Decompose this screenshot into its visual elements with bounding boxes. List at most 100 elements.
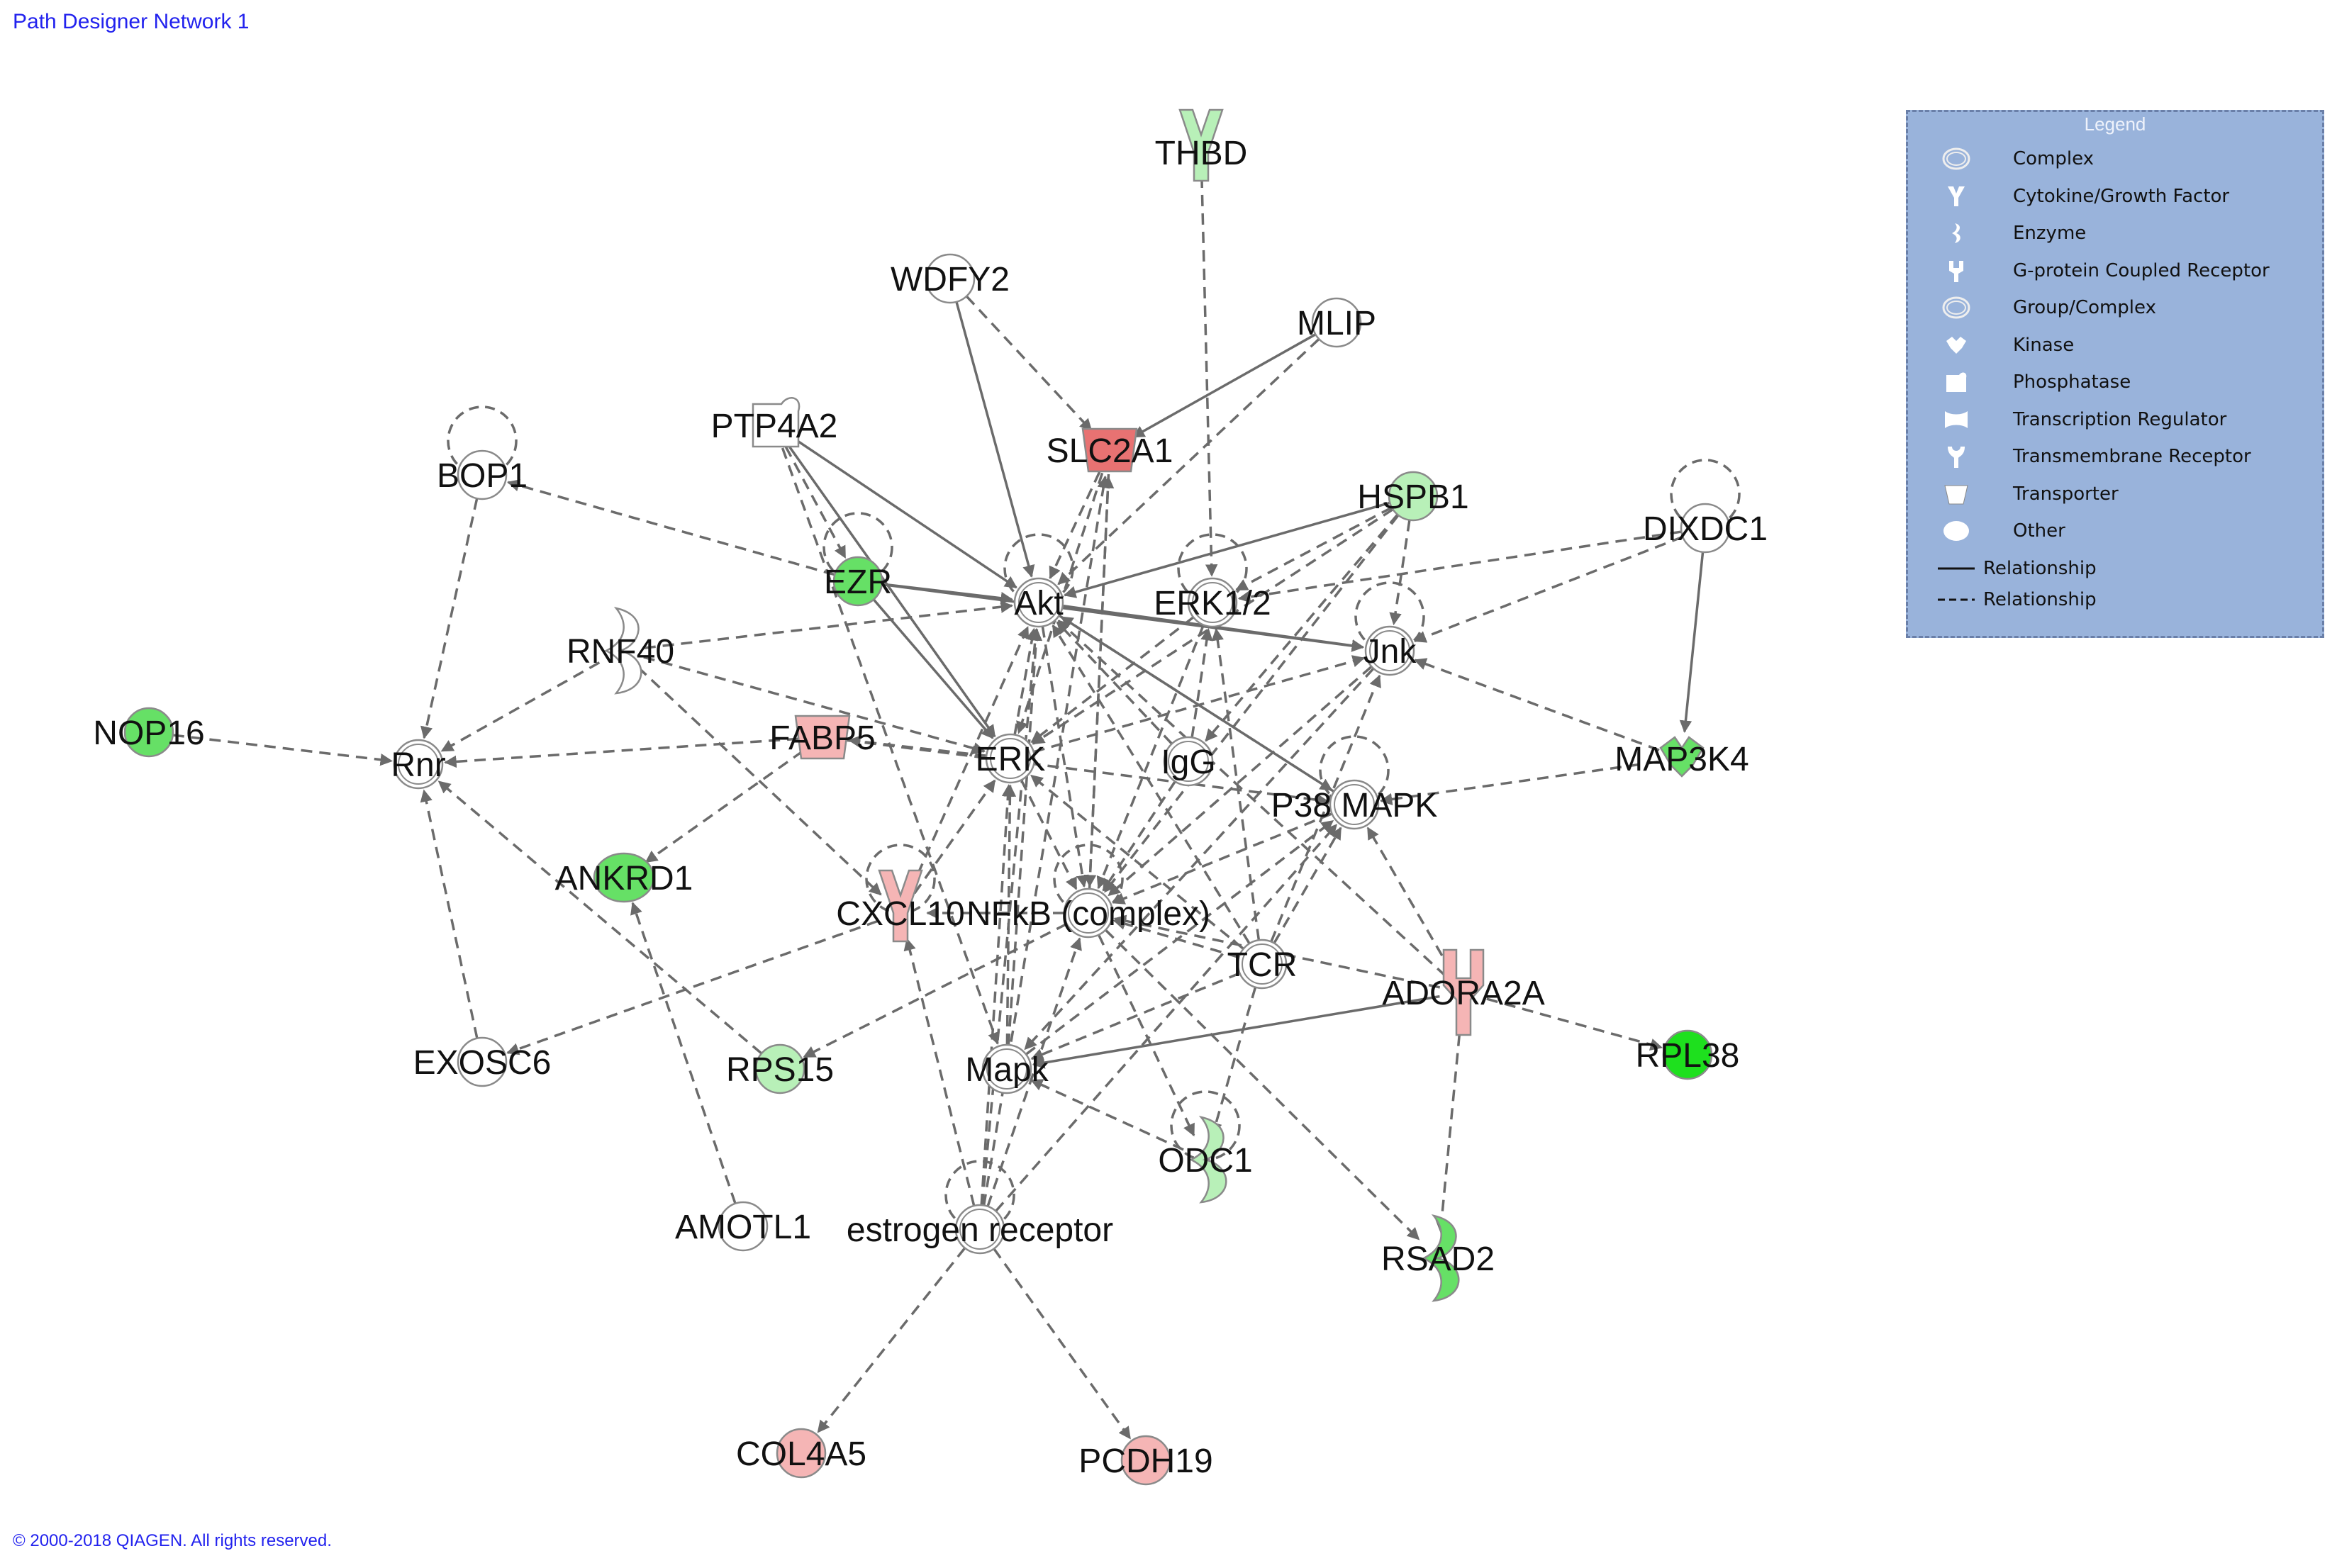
- node-ptp4a2[interactable]: PTP4A2: [711, 397, 838, 448]
- node-p38mapk[interactable]: P38 MAPK: [1271, 779, 1438, 830]
- node-ezr[interactable]: EZR: [824, 556, 892, 607]
- node-label: WDFY2: [891, 261, 1010, 298]
- edge-ERK-NFkB: [1020, 779, 1078, 890]
- node-nop16[interactable]: NOP16: [93, 707, 205, 758]
- edge-EstR-P38MAPK: [995, 824, 1338, 1212]
- edge-Jnk-NFkB: [1108, 666, 1373, 897]
- node-label: PCDH19: [1078, 1443, 1212, 1480]
- dashed-line-icon: [1936, 584, 1976, 615]
- edge-EstR-Akt: [981, 628, 1042, 1206]
- complex-icon: [1936, 143, 1976, 174]
- node-rnf40[interactable]: RNF40: [567, 607, 674, 695]
- edge-PTP4A2-ERK: [787, 444, 996, 738]
- gpcr-icon: [1936, 255, 1976, 286]
- edge-EstR-PCDH19: [993, 1248, 1132, 1440]
- node-amotl1[interactable]: AMOTL1: [675, 1201, 811, 1252]
- phosphatase-icon: [1936, 366, 1976, 398]
- edge-Mapk-Akt: [1007, 628, 1043, 1046]
- node-odc1[interactable]: ODC1: [1158, 1116, 1253, 1204]
- solid-line-icon: [1936, 553, 1976, 584]
- transmembrane-receptor-icon: [1936, 441, 1976, 472]
- legend-item-label: Group/Complex: [2013, 297, 2156, 318]
- edge-Akt-NFkB: [1041, 626, 1089, 888]
- legend-item: Transcription Regulator: [1936, 404, 2226, 435]
- node-fabp5[interactable]: FABP5: [769, 715, 876, 760]
- legend-title: Legend: [2084, 113, 2146, 135]
- enzyme-icon: [1936, 218, 1976, 249]
- edge-ODC1-Mapk: [1030, 1079, 1184, 1151]
- node-mlip[interactable]: MLIP: [1297, 297, 1376, 348]
- node-label: ERK1/2: [1154, 585, 1271, 622]
- edge-RNF40-CXCL10: [637, 666, 882, 896]
- node-mapk[interactable]: Mapk: [965, 1043, 1049, 1094]
- node-erk[interactable]: ERK: [976, 733, 1046, 784]
- node-label: EXOSC6: [413, 1044, 552, 1082]
- node-label: DIXDC1: [1643, 510, 1768, 548]
- node-nfkb[interactable]: NFkB (complex): [966, 887, 1210, 939]
- node-pcdh19[interactable]: PCDH19: [1078, 1435, 1213, 1486]
- legend-item-label: Cytokine/Growth Factor: [2013, 185, 2230, 207]
- legend-item: Other: [1936, 515, 2065, 547]
- edge-IgG-NFkB: [1102, 780, 1176, 892]
- edge-Mapk-P38MAPK: [1025, 819, 1334, 1055]
- edge-EstR-COL4A5: [817, 1247, 966, 1433]
- edge-NOP16-Rnr: [172, 734, 394, 766]
- node-tcr[interactable]: TCR: [1227, 939, 1298, 990]
- node-rnr[interactable]: Rnr: [391, 739, 446, 790]
- node-jnk[interactable]: Jnk: [1363, 625, 1417, 676]
- nodes-layer: THBD WDFY2 MLIP PTP4A2 SLC2A1 BOP1 HSPB1 DIXDC1…: [93, 108, 1768, 1486]
- edge-EstR-SLC2A1: [982, 475, 1110, 1206]
- node-igg[interactable]: IgG: [1161, 736, 1216, 787]
- node-dixdc1[interactable]: DIXDC1: [1643, 503, 1768, 554]
- node-ankrd1[interactable]: ANKRD1: [555, 852, 693, 903]
- group-complex-icon: [1936, 292, 1976, 323]
- node-rps15[interactable]: RPS15: [726, 1043, 834, 1094]
- edge-TCR-Mapk: [1030, 972, 1241, 1060]
- node-label: ODC1: [1158, 1142, 1252, 1180]
- edge-HSPB1-Akt: [1063, 501, 1390, 598]
- legend-relationship: Relationship: [1936, 553, 2097, 584]
- legend-relationship: Relationship: [1936, 584, 2097, 615]
- node-wdfy2[interactable]: WDFY2: [891, 253, 1010, 304]
- edge-MLIP-SLC2A1: [1132, 333, 1317, 438]
- node-label: MLIP: [1297, 305, 1376, 342]
- node-akt[interactable]: Akt: [1013, 577, 1064, 628]
- node-adora2a[interactable]: ADORA2A: [1382, 948, 1545, 1036]
- node-hspb1[interactable]: HSPB1: [1357, 471, 1469, 522]
- node-col4a5[interactable]: COL4A5: [736, 1428, 866, 1479]
- edge-ERK12-ERK: [1030, 616, 1195, 744]
- node-label: RPL38: [1636, 1037, 1740, 1075]
- edge-CXCL10-ERK: [913, 779, 996, 895]
- node-slc2a1[interactable]: SLC2A1: [1047, 427, 1173, 473]
- edge-ADORA2A-Mapk: [1032, 995, 1440, 1069]
- node-label: Akt: [1014, 585, 1063, 622]
- edge-WDFY2-Akt: [955, 301, 1035, 578]
- node-bop1[interactable]: BOP1: [437, 449, 528, 500]
- node-label: SLC2A1: [1047, 432, 1173, 470]
- edge-ADORA2A-RPL38: [1486, 997, 1663, 1051]
- node-estr[interactable]: estrogen receptor: [847, 1204, 1113, 1255]
- node-erk12[interactable]: ERK1/2: [1154, 577, 1271, 628]
- legend-item: Cytokine/Growth Factor: [1936, 181, 2229, 212]
- edge-BOP1-Rnr: [420, 498, 479, 739]
- edge-EstR-NFkB: [986, 937, 1082, 1207]
- node-map3k4[interactable]: MAP3K4: [1614, 736, 1749, 778]
- legend-item: Kinase: [1936, 330, 2074, 361]
- node-exosc6[interactable]: EXOSC6: [413, 1036, 552, 1087]
- edge-MLIP-Akt: [1057, 338, 1320, 586]
- node-label: Jnk: [1363, 633, 1417, 671]
- node-thbd[interactable]: THBD: [1155, 108, 1248, 182]
- edge-Mapk-ERK: [1003, 784, 1017, 1046]
- node-cxcl10[interactable]: CXCL10: [836, 869, 965, 943]
- edge-PTP4A2-EZR: [784, 446, 847, 559]
- node-rsad2[interactable]: RSAD2: [1381, 1214, 1495, 1302]
- node-rpl38[interactable]: RPL38: [1636, 1029, 1740, 1080]
- edge-HSPB1-ERK: [1032, 508, 1394, 745]
- node-label: HSPB1: [1357, 478, 1468, 516]
- edge-EZR-BOP1: [506, 479, 835, 576]
- legend-item-label: Transmembrane Receptor: [2013, 446, 2251, 467]
- edge-ADORA2A-Akt: [1057, 620, 1447, 978]
- node-label: COL4A5: [736, 1435, 866, 1473]
- edge-ERK-FABP5: [848, 735, 987, 757]
